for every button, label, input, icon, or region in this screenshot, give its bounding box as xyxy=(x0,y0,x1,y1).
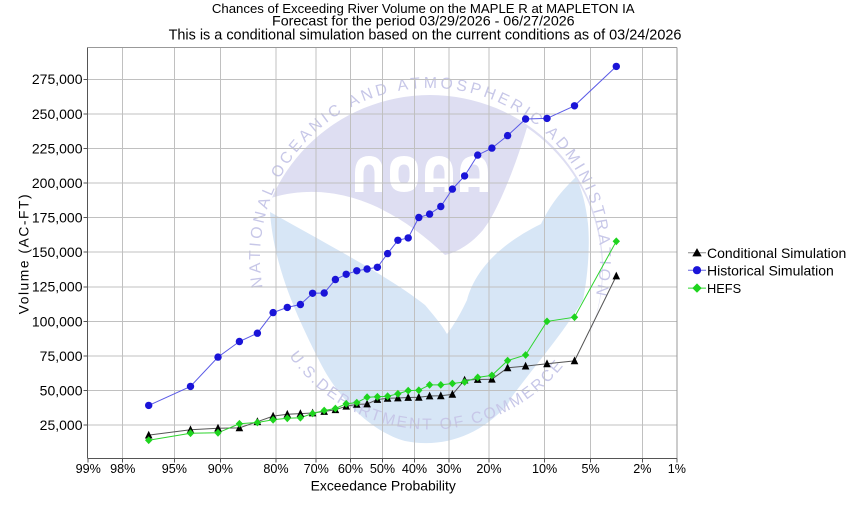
svg-text:95%: 95% xyxy=(162,462,187,476)
svg-text:1%: 1% xyxy=(668,462,686,476)
svg-text:5%: 5% xyxy=(581,462,599,476)
svg-text:225,000: 225,000 xyxy=(32,140,83,156)
svg-text:Historical Simulation: Historical Simulation xyxy=(707,263,834,279)
svg-text:250,000: 250,000 xyxy=(32,106,83,122)
svg-text:This is a conditional simulati: This is a conditional simulation based o… xyxy=(169,27,682,43)
svg-text:175,000: 175,000 xyxy=(32,210,83,226)
svg-text:40%: 40% xyxy=(402,462,427,476)
svg-text:25,000: 25,000 xyxy=(40,417,83,433)
svg-text:70%: 70% xyxy=(304,462,329,476)
svg-text:200,000: 200,000 xyxy=(32,175,83,191)
svg-text:125,000: 125,000 xyxy=(32,279,83,295)
svg-text:275,000: 275,000 xyxy=(32,71,83,87)
svg-text:Conditional Simulation: Conditional Simulation xyxy=(707,245,846,261)
svg-text:80%: 80% xyxy=(263,462,288,476)
svg-text:2%: 2% xyxy=(633,462,651,476)
svg-text:50,000: 50,000 xyxy=(40,382,83,398)
svg-text:Forecast for the period 03/29/: Forecast for the period 03/29/2026 - 06/… xyxy=(272,14,575,30)
svg-text:150,000: 150,000 xyxy=(32,244,83,260)
svg-text:90%: 90% xyxy=(208,462,233,476)
svg-text:Volume (AC-FT): Volume (AC-FT) xyxy=(17,193,32,314)
svg-text:Chances of Exceeding River Vol: Chances of Exceeding River Volume on the… xyxy=(212,1,635,16)
svg-text:20%: 20% xyxy=(476,462,501,476)
svg-text:Exceedance Probability: Exceedance Probability xyxy=(311,478,456,494)
svg-text:60%: 60% xyxy=(338,462,363,476)
svg-text:50%: 50% xyxy=(370,462,395,476)
svg-text:100,000: 100,000 xyxy=(32,313,83,329)
svg-text:99%: 99% xyxy=(76,462,101,476)
svg-text:HEFS: HEFS xyxy=(707,281,741,296)
svg-text:98%: 98% xyxy=(110,462,135,476)
svg-text:30%: 30% xyxy=(436,462,461,476)
svg-text:75,000: 75,000 xyxy=(40,348,83,364)
svg-text:10%: 10% xyxy=(532,462,557,476)
